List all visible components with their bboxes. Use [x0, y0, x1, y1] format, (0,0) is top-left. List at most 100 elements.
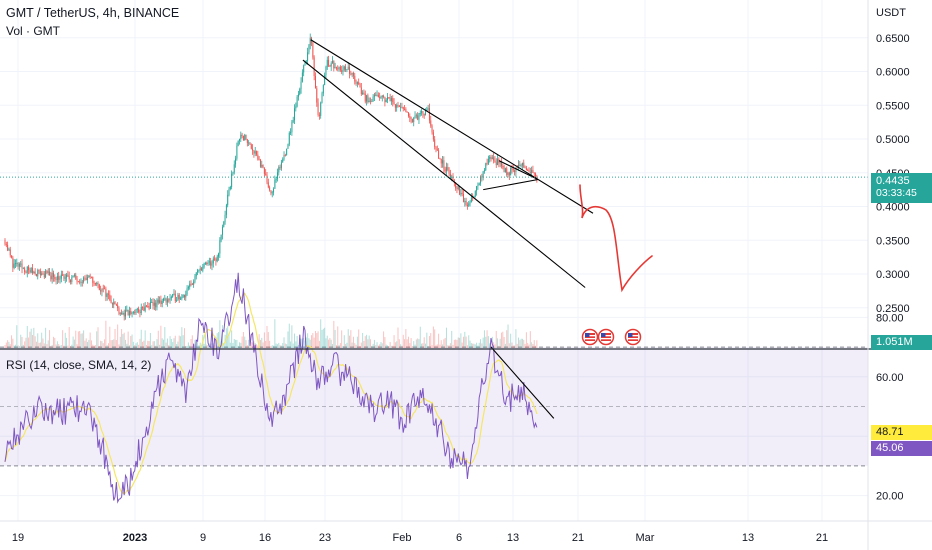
candle-body [149, 301, 151, 309]
candle-body [233, 164, 235, 173]
candle-body [451, 176, 453, 178]
candle-body [194, 276, 196, 282]
candle-body [58, 276, 60, 280]
candle-body [231, 173, 233, 188]
volume-bars [4, 319, 538, 348]
candle-body [452, 176, 454, 181]
candle-body [465, 201, 467, 206]
candle-body [204, 262, 206, 264]
candle-body [525, 167, 527, 171]
candle-body [362, 92, 364, 94]
candle-body [215, 258, 217, 262]
volume-bar [295, 341, 297, 348]
volume-bar [436, 344, 438, 348]
volume-bar [380, 341, 382, 348]
candle-body [322, 85, 324, 94]
candle-body [351, 72, 353, 75]
volume-bar [58, 344, 60, 348]
candle-body [299, 89, 301, 95]
candle-body [504, 168, 506, 173]
volume-bar [476, 342, 478, 348]
rsi-legend[interactable]: RSI (14, close, SMA, 14, 2) [6, 358, 152, 372]
volume-bar [536, 340, 538, 348]
candle-body [138, 308, 140, 312]
us-flag-event-icon [597, 328, 615, 346]
volume-bar [33, 327, 35, 348]
candle-body [379, 96, 381, 98]
volume-bar [387, 345, 389, 348]
time-axis-labels[interactable]: 19 2023 9 16 23 Feb 6 13 21 Mar 13 21 [12, 532, 828, 544]
volume-bar [398, 339, 400, 348]
volume-bar [385, 344, 387, 348]
volume-bar [508, 343, 510, 348]
candle-body [94, 282, 96, 285]
volume-bar [242, 332, 244, 348]
candle-body [352, 72, 354, 76]
candle-body [290, 132, 292, 134]
volume-bar [389, 342, 391, 348]
candle-body [422, 111, 424, 114]
candle-body [110, 300, 112, 304]
volume-bar [110, 340, 112, 348]
candle-body [430, 120, 432, 126]
candle-body [66, 274, 68, 278]
candle-body [89, 275, 91, 277]
candle-body [476, 186, 478, 192]
volume-bar [481, 343, 483, 348]
volume-bar [114, 328, 116, 348]
volume-bar [300, 338, 302, 348]
time-label: 9 [200, 532, 206, 544]
candle-body [118, 308, 120, 314]
volume-bar [286, 344, 288, 348]
volume-bar [528, 344, 530, 348]
candle-body [472, 197, 474, 199]
candle-body [246, 139, 248, 143]
volume-bar [287, 331, 289, 348]
candle-body [300, 81, 302, 90]
candle-body [71, 277, 73, 283]
candle-body [443, 160, 445, 169]
candle-body [131, 312, 133, 314]
volume-bar [312, 333, 314, 348]
candle-body [269, 187, 271, 191]
volume-legend[interactable]: Vol · GMT [6, 24, 61, 38]
candle-body [350, 73, 352, 75]
volume-bar [449, 343, 451, 348]
volume-bar [367, 339, 369, 348]
volume-bar [456, 339, 458, 348]
volume-bar [214, 345, 216, 348]
volume-bar [151, 345, 153, 348]
candle-body [115, 304, 117, 306]
volume-bar [89, 332, 91, 348]
currency-label: USDT [876, 7, 906, 19]
volume-bar [223, 342, 225, 348]
volume-bar [182, 335, 184, 348]
candle-body [359, 83, 361, 88]
event-flags[interactable] [581, 328, 642, 346]
symbol-title[interactable]: GMT / TetherUS, 4h, BINANCE [6, 6, 180, 20]
volume-bar [407, 336, 409, 348]
candle-body [32, 267, 34, 274]
candle-body [207, 262, 209, 264]
candle-body [314, 76, 316, 89]
candle-body [461, 192, 463, 194]
volume-bar [70, 345, 71, 348]
volume-bar [232, 342, 234, 348]
candle-body [280, 162, 282, 169]
volume-bar [271, 345, 273, 348]
price-tick-label: 0.6500 [876, 33, 910, 45]
candle-body [254, 151, 256, 154]
volume-bar [194, 340, 196, 348]
volume-bar [258, 334, 260, 348]
volume-bar [510, 333, 512, 348]
candle-body [84, 277, 86, 279]
candle-body [418, 113, 420, 120]
candle-body [203, 263, 205, 267]
candle-body [373, 94, 375, 97]
volume-bar [459, 337, 461, 348]
candle-body [435, 146, 437, 150]
volume-bar [132, 341, 134, 348]
volume-bar [345, 343, 347, 348]
candle-body [515, 167, 517, 173]
